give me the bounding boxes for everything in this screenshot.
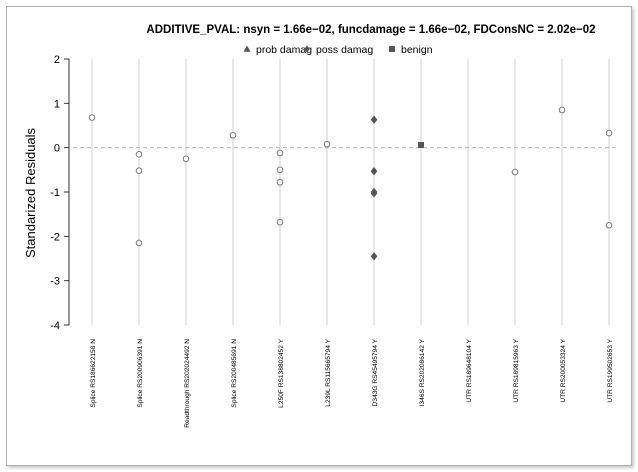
- x-tick-label: UTR RS189648104 Y: [466, 338, 473, 402]
- legend-marker-square: [389, 46, 395, 52]
- x-tick-label: Splice RS200485691 N: [231, 339, 238, 408]
- x-tick-label: UTR RS200053324 Y: [560, 338, 567, 402]
- x-tick-label: I346S RS202086142 Y: [419, 338, 426, 406]
- legend-marker-diamond: [304, 45, 310, 53]
- y-tick-label: 2: [54, 54, 60, 66]
- data-point-circle: [276, 218, 284, 226]
- x-tick-label: Splice RS186622158 N: [90, 339, 97, 408]
- legend-label: poss damag: [316, 44, 373, 56]
- x-tick-label: UTR RS189815963 Y: [513, 338, 520, 402]
- data-point-circle: [558, 106, 566, 114]
- chart-frame: ADDITIVE_PVAL: nsyn = 1.66e−02, funcdama…: [6, 6, 632, 466]
- chart-title: ADDITIVE_PVAL: nsyn = 1.66e−02, funcdama…: [146, 24, 595, 36]
- data-point-circle: [276, 149, 284, 157]
- data-point-square: [418, 142, 424, 149]
- data-point-circle: [182, 155, 190, 163]
- data-point-diamond: [370, 115, 378, 124]
- x-axis: Splice RS186622158 N Splice RS200906391 N…: [90, 338, 614, 427]
- y-tick-label: 0: [54, 143, 60, 155]
- data-point-circle: [276, 178, 284, 186]
- x-tick-label: D343G RS45495794 Y: [372, 338, 379, 406]
- data-point-circle: [135, 167, 143, 175]
- data-point-circle: [605, 129, 613, 137]
- y-axis-label: Standarized Residuals: [23, 127, 38, 258]
- x-tick-label: Readthrough RS202024492 N: [184, 339, 191, 428]
- legend-label: benign: [401, 44, 433, 56]
- data-point-diamond: [370, 166, 378, 176]
- data-point-diamond: [370, 189, 378, 198]
- x-tick-label: L250F RS138802452 Y: [278, 338, 285, 407]
- y-tick-label: -3: [50, 276, 60, 288]
- x-tick-label: UTR RS199502653 Y: [607, 338, 614, 402]
- data-point-circle: [323, 140, 331, 148]
- legend: prob damag poss damag benign: [243, 44, 433, 56]
- data-point-circle: [229, 131, 237, 139]
- data-point-circle: [135, 239, 143, 247]
- data-point-circle: [605, 221, 613, 229]
- y-tick-label: -4: [50, 320, 60, 332]
- y-tick-label: 1: [54, 98, 60, 110]
- data-points: [88, 106, 613, 261]
- data-point-diamond: [370, 252, 378, 261]
- residuals-chart: ADDITIVE_PVAL: nsyn = 1.66e−02, funcdama…: [23, 24, 619, 428]
- data-point-circle: [88, 114, 96, 121]
- y-tick-label: -1: [50, 187, 60, 199]
- legend-label: prob damag: [256, 44, 312, 56]
- legend-marker-triangle: [243, 45, 251, 52]
- x-tick-label: Splice RS200906391 N: [137, 339, 144, 408]
- y-axis: -4 -3 -2 -1 0 1 2: [50, 54, 70, 332]
- category-gridlines: [91, 59, 610, 325]
- x-tick-label: L239L RS115665794 Y: [325, 338, 332, 406]
- data-point-circle: [276, 166, 284, 174]
- y-tick-label: -2: [50, 231, 60, 243]
- data-point-circle: [511, 168, 519, 176]
- data-point-circle: [135, 151, 143, 158]
